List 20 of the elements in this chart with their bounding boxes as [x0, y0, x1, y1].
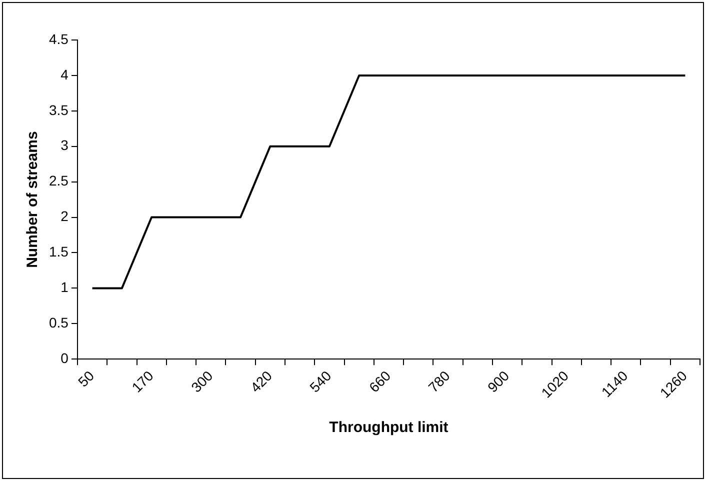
y-tick-label: 4.5	[48, 30, 69, 47]
x-tick-label: 420	[247, 367, 276, 396]
y-tick-label: 3	[60, 137, 69, 154]
x-tick-label: 900	[484, 367, 512, 396]
x-tick-label: 50	[74, 367, 98, 390]
y-tick-label: 1.5	[48, 244, 69, 260]
y-tick-label: 2	[60, 208, 69, 224]
y-tick-label: 0.5	[48, 314, 69, 330]
y-axis-title: Number of streams	[24, 131, 42, 268]
y-tick-label: 4	[60, 66, 69, 82]
y-tick-label: 0	[60, 350, 69, 366]
x-tick-label: 780	[425, 367, 454, 396]
x-tick-label: 660	[366, 367, 394, 396]
x-tick-label: 540	[306, 367, 334, 396]
y-tick-label: 1	[60, 279, 69, 296]
x-tick-label: 300	[188, 367, 216, 396]
x-tick-label: 170	[128, 367, 157, 396]
y-tick-label: 2.5	[48, 172, 69, 189]
y-tick-label: 3.5	[48, 102, 69, 118]
x-axis-title: Throughput limit	[329, 419, 448, 436]
